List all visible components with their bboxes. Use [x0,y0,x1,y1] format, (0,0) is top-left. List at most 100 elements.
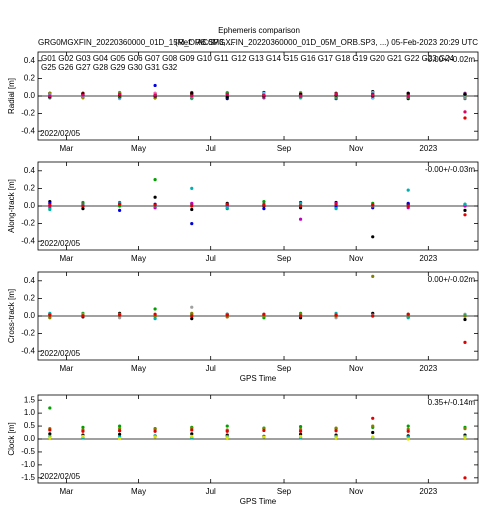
point [118,429,122,433]
point [371,416,375,420]
legend-entry: G22 [404,54,420,63]
x-tick-label: Jul [206,364,216,373]
point [190,207,194,212]
point [190,434,194,439]
point [48,94,52,98]
y-axis-label: Cross-track [m] [7,289,16,343]
point [298,434,303,439]
point [225,429,229,433]
point [406,91,410,95]
x-tick-label: Nov [349,487,363,496]
point [463,340,467,344]
point [406,316,410,320]
legend-entry: G05 [110,54,126,63]
point [406,424,410,428]
legend-entry: G01 [41,54,57,63]
x-tick-label: Nov [349,254,363,263]
legend-entry: G26 [58,63,74,72]
x-tick-label: Nov [349,144,363,153]
point [406,204,410,208]
point [81,434,85,439]
point [48,436,52,440]
legend-entry: G19 [352,54,368,63]
y-tick-label: -0.4 [21,236,35,245]
point [463,110,467,114]
point [406,188,410,192]
legend-entry: G06 [128,54,144,63]
point [190,222,194,226]
point [298,429,303,433]
stats-annotation: -0.00+/-0.03m [425,165,475,174]
legend-entry: G11 [214,54,229,63]
point [334,92,338,96]
point [81,204,85,208]
y-tick-label: 0.2 [24,74,36,83]
legend-entry: G24 [439,54,455,63]
x-axis-label: GPS Time [240,374,277,383]
point [190,317,194,321]
point [262,207,266,211]
x-tick-label: 2023 [419,364,437,373]
y-tick-label: -0.4 [21,126,35,135]
point [118,313,122,317]
point [463,202,467,206]
point [463,314,467,318]
y-axis-label: Radial [m] [7,78,16,114]
point [48,203,52,207]
point [262,200,266,204]
point [298,94,303,98]
point [463,116,467,120]
point [81,93,85,97]
stats-annotation: 0.00+/-0.02m [428,275,476,284]
point [463,436,467,440]
point [153,435,157,439]
x-tick-label: Sep [277,364,292,373]
point [118,202,122,206]
x-tick-label: Jul [206,487,216,496]
y-tick-label: 0.2 [24,184,36,193]
y-tick-label: 0.0 [24,434,36,443]
point [190,428,194,432]
point [225,424,229,428]
point [334,202,338,206]
point [225,202,229,206]
point [81,207,85,211]
point [298,424,303,429]
point [190,94,194,98]
legend-entry: G08 [162,54,178,63]
point [190,204,194,208]
point [406,94,410,98]
x-tick-label: May [131,144,146,153]
point [153,429,157,433]
legend-entry: G09 [179,54,195,63]
start-date: 2022/02/05 [40,349,81,358]
legend-entry: G02 [58,54,74,63]
point [153,195,157,199]
point [262,428,266,433]
x-tick-label: Mar [59,487,73,496]
legend-entry: G16 [301,54,317,63]
legend-entry: G03 [76,54,92,63]
point [262,203,266,207]
point [118,92,122,96]
point [48,432,52,436]
x-tick-label: Mar [59,364,73,373]
y-tick-label: 0.4 [24,276,36,285]
y-tick-label: 0.0 [24,201,36,210]
y-tick-label: -1.5 [21,473,35,482]
point [371,430,375,435]
legend-entry: G18 [335,54,351,63]
y-tick-label: -0.4 [21,346,35,355]
point [334,313,338,317]
point [225,206,229,210]
point [371,435,375,439]
x-tick-label: Sep [277,254,292,263]
point [334,436,338,440]
point [334,207,338,211]
legend-entry: G15 [283,54,299,63]
point [225,436,229,440]
x-tick-label: Mar [59,254,73,263]
legend-entry: G21 [387,54,403,63]
point [371,203,375,207]
point [298,201,303,205]
